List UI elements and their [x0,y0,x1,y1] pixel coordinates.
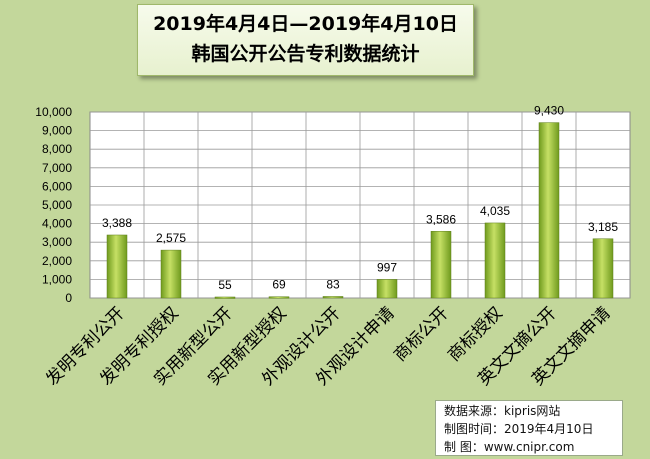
source-line-chart-date: 制图时间：2019年4月10日 [444,422,594,436]
bar [430,231,452,299]
bars [106,122,614,299]
bar [376,279,398,299]
y-tick-label: 6,000 [42,179,72,193]
data-label: 3,388 [102,216,132,230]
bar [214,296,236,299]
y-tick-label: 3,000 [42,235,72,249]
y-tick-label: 10,000 [35,105,72,119]
y-tick-label: 8,000 [42,142,72,156]
data-label: 3,586 [426,212,456,226]
data-label: 69 [272,278,286,292]
source-note: 数据来源：kipris网站 制图时间：2019年4月10日 制 图：www.cn… [435,400,623,456]
data-label: 997 [377,260,397,274]
y-tick-labels: 0 1,000 2,000 3,000 4,000 5,000 6,000 7,000 8,00… [35,105,72,305]
data-label: 9,430 [534,104,564,118]
bar [592,238,614,299]
bar [538,122,560,299]
y-tick-label: 2,000 [42,254,72,268]
chart-title-line1: 2019年4月4日—2019年4月10日 [153,13,458,35]
y-tick-label: 7,000 [42,161,72,175]
chart-title-box: 2019年4月4日—2019年4月10日 韩国公开公告专利数据统计 [137,4,474,76]
data-label: 2,575 [156,231,186,245]
y-tick-label: 5,000 [42,198,72,212]
bar [106,234,128,299]
data-label: 3,185 [588,220,618,234]
data-label: 83 [326,277,340,291]
chart-title-line2: 韩国公开公告专利数据统计 [191,43,420,65]
x-tick-label: 商标公开 [390,303,452,365]
source-line-chart-maker: 制 图：www.cnipr.com [444,440,575,454]
bar [484,222,506,299]
data-label: 4,035 [480,204,510,218]
x-tick-labels: 发明专利公开发明专利授权实用新型公开实用新型授权外观设计公开外观设计申请商标公开… [42,303,614,389]
y-tick-label: 1,000 [42,272,72,286]
y-tick-label: 9,000 [42,124,72,138]
bar [322,296,344,299]
bar [160,249,182,299]
y-tick-label: 0 [65,291,72,305]
bar [268,296,290,299]
value-labels: 3,388 2,575 55 69 83 997 3,586 4,035 9,430 3,185 [102,104,618,292]
data-label: 55 [218,278,232,292]
y-tick-label: 4,000 [42,217,72,231]
source-line-data-source: 数据来源：kipris网站 [444,404,561,418]
